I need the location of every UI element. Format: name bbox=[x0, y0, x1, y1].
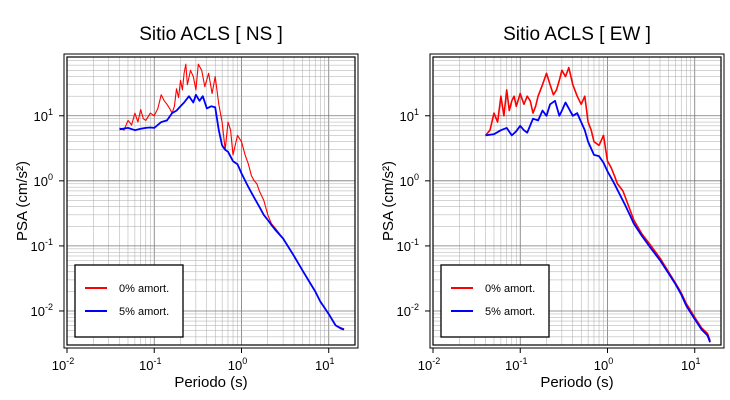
x-tick-base: 10 bbox=[418, 358, 432, 373]
plot-frame bbox=[66, 56, 356, 346]
y-tick-base: 10 bbox=[34, 174, 48, 189]
y-tick-base: 10 bbox=[400, 109, 414, 124]
y-tick-base: 10 bbox=[31, 239, 45, 254]
plot-frame-outer bbox=[63, 53, 359, 349]
y-axis-label: PSA (cm/s²) bbox=[380, 161, 397, 241]
x-tick-label: 10-2 bbox=[52, 356, 74, 373]
y-tick-label: 10-2 bbox=[31, 302, 53, 319]
y-tick-exp: 0 bbox=[414, 172, 419, 182]
x-tick-base: 10 bbox=[594, 358, 608, 373]
x-tick-exp: -1 bbox=[519, 356, 527, 366]
x-tick-label: 10-1 bbox=[139, 356, 161, 373]
series-line-amort-0 bbox=[484, 66, 711, 341]
y-tick-exp: -2 bbox=[45, 302, 53, 312]
y-tick-label: 100 bbox=[34, 172, 53, 189]
y-tick-label: 100 bbox=[400, 172, 419, 189]
y-tick-base: 10 bbox=[400, 174, 414, 189]
x-tick-label: 101 bbox=[681, 356, 700, 373]
y-tick-exp: 0 bbox=[48, 172, 53, 182]
x-tick-base: 10 bbox=[52, 358, 66, 373]
legend-box bbox=[440, 264, 550, 338]
chart-title: Sitio ACLS [ EW ] bbox=[503, 24, 651, 45]
x-tick-exp: 0 bbox=[608, 356, 613, 366]
y-tick-label: 101 bbox=[400, 107, 419, 124]
y-tick-exp: -1 bbox=[411, 237, 419, 247]
y-tick-base: 10 bbox=[397, 304, 411, 319]
legend-label: 0% amort. bbox=[119, 283, 169, 295]
x-tick-label: 101 bbox=[315, 356, 334, 373]
y-tick-label: 101 bbox=[34, 107, 53, 124]
legend-label: 5% amort. bbox=[119, 306, 169, 318]
legend-label: 0% amort. bbox=[485, 283, 535, 295]
legend-label: 5% amort. bbox=[485, 306, 535, 318]
x-axis-label: Periodo (s) bbox=[540, 374, 613, 391]
y-axis-label: PSA (cm/s²) bbox=[14, 161, 31, 241]
legend: 0% amort. 5% amort. bbox=[440, 264, 550, 338]
y-tick-label: 10-1 bbox=[397, 237, 419, 254]
x-tick-base: 10 bbox=[681, 358, 695, 373]
y-tick-exp: 1 bbox=[48, 107, 53, 117]
x-tick-label: 10-2 bbox=[418, 356, 440, 373]
series-line-amort-0 bbox=[119, 63, 345, 330]
x-tick-label: 10-1 bbox=[505, 356, 527, 373]
x-tick-base: 10 bbox=[505, 358, 519, 373]
chart-title: Sitio ACLS [ NS ] bbox=[139, 24, 283, 45]
x-tick-label: 100 bbox=[594, 356, 613, 373]
y-tick-exp: -1 bbox=[45, 237, 53, 247]
x-tick-exp: 0 bbox=[242, 356, 247, 366]
series-line-amort-5 bbox=[485, 99, 711, 343]
x-tick-exp: 1 bbox=[329, 356, 334, 366]
y-tick-exp: 1 bbox=[414, 107, 419, 117]
plot-frame bbox=[432, 56, 722, 346]
y-tick-label: 10-2 bbox=[397, 302, 419, 319]
x-tick-base: 10 bbox=[315, 358, 329, 373]
x-axis-label: Periodo (s) bbox=[174, 374, 247, 391]
series-line-amort-5 bbox=[119, 93, 345, 331]
series-group bbox=[119, 63, 345, 331]
x-tick-base: 10 bbox=[139, 358, 153, 373]
x-tick-exp: -1 bbox=[153, 356, 161, 366]
x-tick-exp: -2 bbox=[66, 356, 74, 366]
x-tick-base: 10 bbox=[228, 358, 242, 373]
legend: 0% amort. 5% amort. bbox=[74, 264, 184, 338]
chart-panel-ns: Sitio ACLS [ NS ]10-2 10-1 100 10110-210-11… bbox=[14, 24, 359, 391]
x-tick-exp: -2 bbox=[432, 356, 440, 366]
x-tick-exp: 1 bbox=[695, 356, 700, 366]
y-tick-base: 10 bbox=[34, 109, 48, 124]
series-group bbox=[484, 66, 711, 343]
y-tick-label: 10-1 bbox=[31, 237, 53, 254]
plot-frame-outer bbox=[429, 53, 725, 349]
y-tick-base: 10 bbox=[31, 304, 45, 319]
chart-panel-ew: Sitio ACLS [ EW ]10-2 10-1 100 10110-210-11… bbox=[380, 24, 725, 391]
x-tick-label: 100 bbox=[228, 356, 247, 373]
y-tick-exp: -2 bbox=[411, 302, 419, 312]
y-tick-base: 10 bbox=[397, 239, 411, 254]
legend-box bbox=[74, 264, 184, 338]
